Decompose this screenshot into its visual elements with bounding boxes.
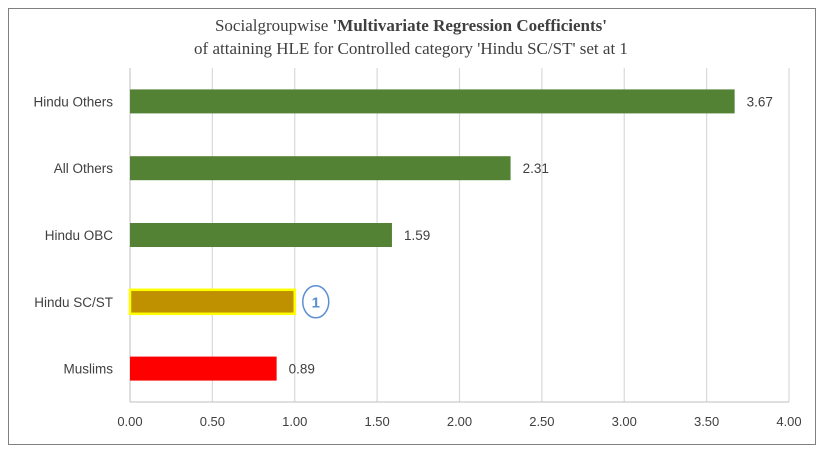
data-label-hindu-sc-st: 1 bbox=[312, 294, 320, 311]
x-tick-label-7: 3.50 bbox=[694, 414, 719, 429]
x-tick-label-6: 3.00 bbox=[612, 414, 637, 429]
x-tick-label-8: 4.00 bbox=[776, 414, 801, 429]
data-label-hindu-others: 3.67 bbox=[747, 94, 773, 109]
x-tick-label-3: 1.50 bbox=[364, 414, 389, 429]
category-label-muslims: Muslims bbox=[64, 362, 114, 377]
data-label-hindu-obc: 1.59 bbox=[404, 228, 430, 243]
category-label-hindu-obc: Hindu OBC bbox=[45, 228, 114, 243]
chart-title-line2: of attaining HLE for Controlled category… bbox=[194, 39, 628, 58]
data-label-callout-hindu-sc-st bbox=[302, 285, 330, 319]
x-tick-label-5: 2.50 bbox=[529, 414, 554, 429]
category-label-all-others: All Others bbox=[54, 161, 114, 176]
chart-title-line1: Socialgroupwise 'Multivariate Regression… bbox=[0, 14, 822, 37]
x-tick-label-4: 2.00 bbox=[447, 414, 472, 429]
bar-all-others bbox=[130, 156, 511, 181]
category-label-hindu-sc-st: Hindu SC/ST bbox=[34, 295, 113, 310]
data-label-muslims: 0.89 bbox=[289, 362, 315, 377]
x-tick-label-2: 1.00 bbox=[282, 414, 307, 429]
bar-hindu-others bbox=[130, 89, 735, 114]
bar-muslims bbox=[130, 356, 277, 381]
bar-hindu-obc bbox=[130, 223, 392, 247]
chart-title-bold: 'Multivariate Regression Coefficients' bbox=[332, 16, 608, 35]
data-label-all-others: 2.31 bbox=[523, 161, 549, 176]
x-tick-label-0: 0.00 bbox=[117, 414, 142, 429]
chart-title-prefix: Socialgroupwise bbox=[214, 16, 333, 35]
category-label-hindu-others: Hindu Others bbox=[33, 94, 113, 109]
chart-title: Socialgroupwise 'Multivariate Regression… bbox=[0, 14, 822, 60]
bar-hindu-sc-st bbox=[128, 288, 296, 316]
x-tick-label-1: 0.50 bbox=[200, 414, 225, 429]
